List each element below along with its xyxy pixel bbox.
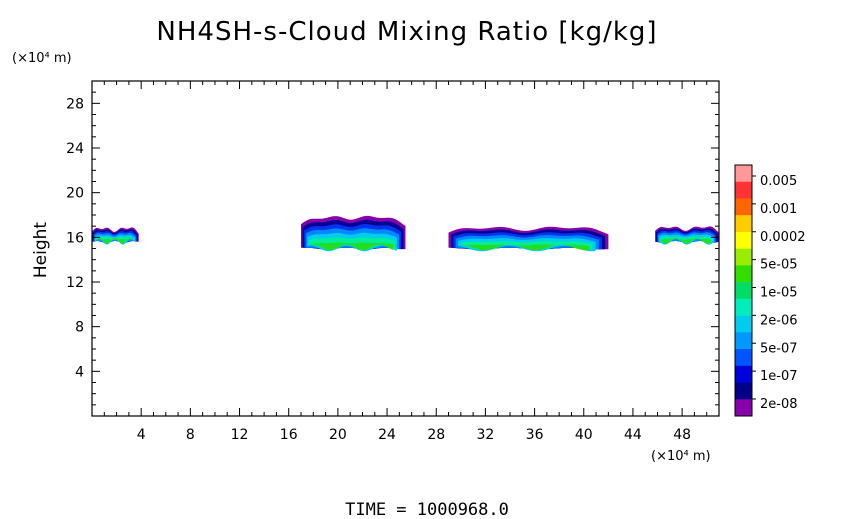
colorbar-label: 1e-07 — [760, 369, 798, 384]
x-tick-label: 16 — [280, 427, 298, 443]
colorbar-swatch — [735, 315, 752, 333]
x-tick-label: 40 — [575, 427, 593, 443]
colorbar-swatch — [735, 181, 752, 199]
cloud-region — [448, 226, 609, 252]
colorbar-swatch — [735, 165, 752, 183]
y-tick-label: 24 — [66, 141, 84, 157]
colorbar-swatch — [735, 248, 752, 266]
colorbar-label: 0.005 — [760, 174, 797, 189]
colorbar: 0.005 0.001 0.0002 5e-05 1e-05 2e-06 5e-07 1e-0… — [734, 164, 806, 417]
y-axis-unit: (×10⁴ m) — [12, 51, 72, 66]
cloud-contour — [96, 237, 134, 244]
colorbar-swatch — [735, 215, 752, 233]
colorbar-swatch — [735, 265, 752, 283]
colorbar-label: 1e-05 — [760, 286, 798, 301]
y-tick-label: 8 — [75, 320, 84, 336]
colorbar-swatch — [735, 198, 752, 216]
colorbar-swatch — [735, 231, 752, 249]
x-tick-label: 32 — [476, 427, 494, 443]
x-tick-label: 44 — [624, 427, 642, 443]
x-tick-label: 48 — [673, 427, 691, 443]
y-axis: 4 8 12 16 20 24 28 — [66, 91, 719, 406]
colorbar-label: 0.0002 — [760, 230, 806, 245]
colorbar-swatch — [735, 382, 752, 400]
colorbar-label: 2e-08 — [760, 397, 798, 412]
colorbar-frame — [734, 164, 753, 417]
x-axis: 4 8 12 16 20 24 28 32 36 40 44 48 — [103, 81, 708, 443]
y-tick-label: 16 — [66, 230, 84, 246]
y-tick-label: 4 — [75, 364, 84, 380]
colorbar-swatch — [735, 399, 752, 417]
colorbar-swatch — [735, 365, 752, 383]
x-tick-label: 8 — [186, 427, 195, 443]
x-tick-label: 36 — [526, 427, 544, 443]
x-axis-unit: (×10⁴ m) — [651, 449, 711, 464]
cloud-contour — [462, 244, 590, 251]
x-tick-label: 28 — [427, 427, 445, 443]
colorbar-label: 5e-05 — [760, 258, 798, 273]
cloud-region — [301, 215, 406, 252]
x-tick-label: 20 — [329, 427, 347, 443]
cloud-contour — [660, 237, 712, 244]
cloud-region — [655, 226, 719, 245]
x-tick-label: 4 — [137, 427, 146, 443]
colorbar-swatch — [735, 349, 752, 367]
cloud-layer — [92, 215, 719, 252]
time-label: TIME = 1000968.0 — [345, 500, 509, 519]
cloud-region — [92, 227, 139, 245]
colorbar-swatch — [735, 282, 752, 300]
x-tick-label: 12 — [231, 427, 249, 443]
colorbar-label: 5e-07 — [760, 341, 798, 356]
chart-title: NH4SH-s-Cloud Mixing Ratio [kg/kg] — [156, 17, 657, 47]
colorbar-swatch — [735, 298, 752, 316]
x-tick-label: 24 — [378, 427, 396, 443]
y-tick-label: 20 — [66, 186, 84, 202]
colorbar-swatch — [735, 332, 752, 350]
y-tick-label: 28 — [66, 96, 84, 112]
y-tick-label: 12 — [66, 275, 84, 291]
colorbar-label: 0.001 — [760, 202, 797, 217]
cloud-contour — [310, 242, 393, 251]
colorbar-label: 2e-06 — [760, 313, 798, 328]
y-axis-label: Height — [31, 222, 51, 279]
